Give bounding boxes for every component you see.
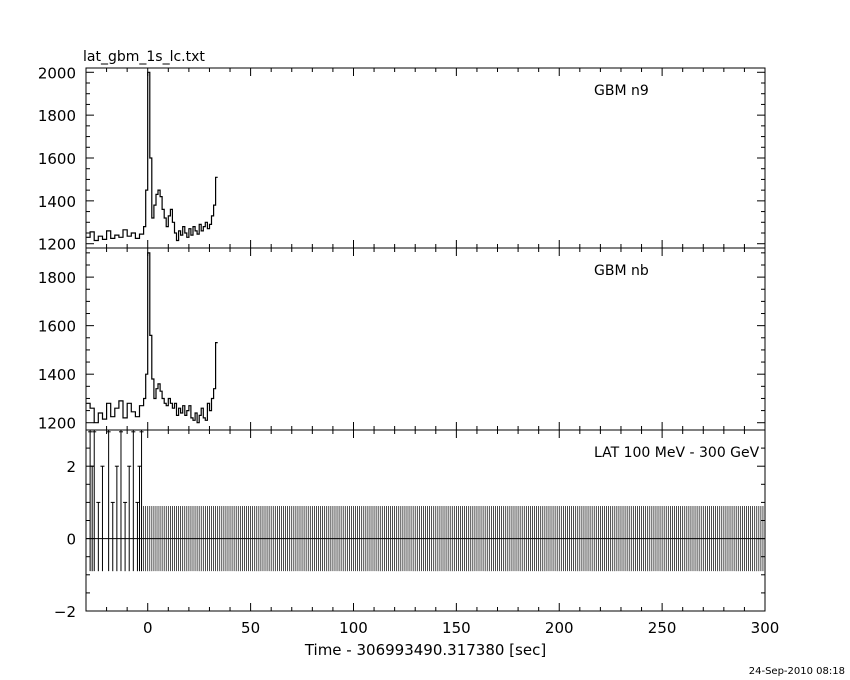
- x-tick-label: 50: [241, 619, 260, 637]
- series-line: [86, 252, 218, 424]
- y-tick-label: 0: [66, 531, 76, 549]
- series-line: [86, 71, 218, 242]
- y-tick-label: 1600: [38, 150, 76, 168]
- y-tick-label: 1200: [38, 236, 76, 254]
- x-tick-label: 250: [648, 619, 677, 637]
- y-tick-label: 1400: [38, 193, 76, 211]
- x-tick-label: 300: [751, 619, 780, 637]
- x-tick-label: 150: [442, 619, 471, 637]
- x-tick-label: 0: [143, 619, 153, 637]
- y-tick-label: 1800: [38, 269, 76, 287]
- x-tick-label: 100: [339, 619, 368, 637]
- x-tick-label: 200: [545, 619, 574, 637]
- y-tick-label: 2: [66, 458, 76, 476]
- y-tick-label: 1800: [38, 107, 76, 125]
- y-tick-label: 1200: [38, 415, 76, 433]
- figure-title: lat_gbm_1s_lc.txt: [83, 49, 205, 65]
- panel-frame: [85, 67, 766, 249]
- panel-label: LAT 100 MeV - 300 GeV: [594, 445, 760, 461]
- y-tick-label: 1600: [38, 318, 76, 336]
- timestamp-footer: 24-Sep-2010 08:18: [749, 666, 845, 677]
- panel-label: GBM n9: [594, 83, 649, 99]
- y-tick-label: 1400: [38, 366, 76, 384]
- y-tick-label: 2000: [38, 64, 76, 82]
- y-tick-label: −2: [54, 603, 76, 621]
- panel-middle: 1200 1400 1600 1800 GBM nb: [38, 247, 766, 433]
- panel-bottom: −2 0 2 LAT 100 MeV - 300 GeV 0 50 100 150 200 250…: [54, 429, 780, 659]
- panel-label: GBM nb: [594, 263, 649, 279]
- panel-top: 1200 1400 1600 1800 2000 GBM n9: [38, 64, 766, 254]
- panel-frame: [85, 247, 766, 431]
- x-axis-label: Time - 306993490.317380 [sec]: [304, 641, 546, 659]
